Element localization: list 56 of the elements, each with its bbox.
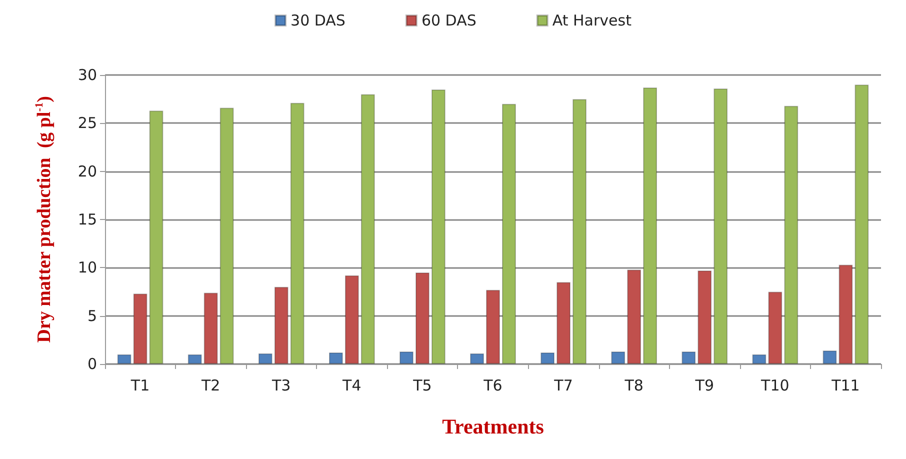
- x-tick-label: T8: [624, 376, 644, 394]
- bar: [768, 292, 782, 364]
- x-tick-label: T4: [342, 376, 362, 394]
- bar: [572, 99, 586, 364]
- bar: [822, 350, 837, 364]
- x-axis-title: Treatments: [442, 414, 544, 438]
- bar: [752, 354, 766, 364]
- bar: [360, 94, 375, 364]
- bar: [470, 353, 484, 364]
- x-tick-label: T6: [482, 376, 502, 394]
- legend-label: 60 DAS: [421, 12, 476, 30]
- y-tick-label: 25: [78, 114, 97, 132]
- legend-label: At Harvest: [552, 12, 632, 30]
- x-tick-label: T5: [412, 376, 432, 394]
- bar: [416, 272, 430, 364]
- y-tick-label: 5: [87, 306, 97, 325]
- y-tick-label: 30: [78, 66, 97, 84]
- bar: [611, 351, 626, 364]
- bar: [784, 106, 798, 364]
- bar: [486, 290, 500, 364]
- y-tick-label: 10: [78, 258, 97, 277]
- y-axis-title: Dry matter production (g pl-1): [34, 96, 55, 343]
- bar: [714, 88, 728, 364]
- bar: [133, 294, 148, 364]
- x-tick-label: T1: [130, 376, 150, 394]
- bar: [149, 110, 164, 364]
- bar: [344, 275, 359, 364]
- bar: [643, 88, 658, 364]
- y-tick-label: 15: [78, 210, 97, 228]
- bar: [838, 264, 853, 364]
- bar: [188, 354, 202, 364]
- legend-label: 30 DAS: [290, 12, 346, 30]
- x-tick-label: T3: [271, 376, 291, 394]
- x-tick-label: T7: [553, 376, 573, 394]
- bar: [204, 292, 218, 364]
- bar: [290, 102, 304, 364]
- bar: [540, 352, 555, 364]
- bar: [682, 351, 696, 364]
- x-tick-label: T9: [694, 376, 714, 394]
- x-tick-label: T11: [830, 376, 860, 394]
- bar: [431, 89, 446, 364]
- bar: [274, 286, 288, 364]
- bar: [556, 282, 570, 364]
- x-tick-label: T2: [200, 376, 220, 394]
- bar: [258, 353, 272, 364]
- bar: [117, 354, 132, 364]
- bar: [627, 270, 642, 364]
- bar: [328, 352, 343, 364]
- y-tick-label: 0: [87, 355, 97, 373]
- x-tick-label: T10: [760, 376, 790, 394]
- bar: [400, 351, 414, 364]
- bar: [220, 108, 234, 364]
- bar: [854, 84, 869, 364]
- y-tick-label: 20: [78, 162, 97, 180]
- bar: [698, 270, 712, 364]
- bar: [502, 104, 516, 364]
